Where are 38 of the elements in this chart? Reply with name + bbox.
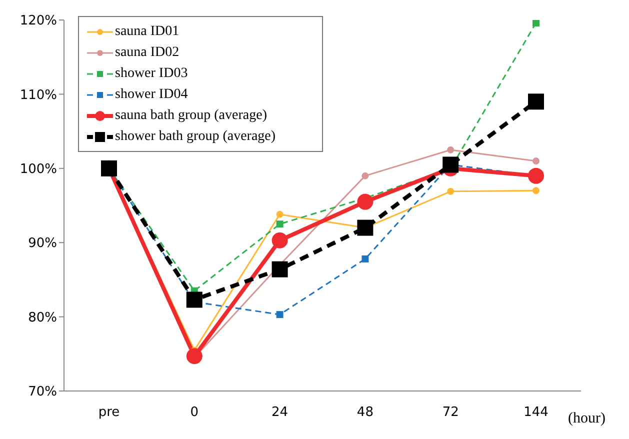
point — [357, 194, 374, 210]
point — [186, 348, 202, 364]
point — [362, 255, 369, 262]
legend-label: shower bath group (average) — [115, 128, 276, 144]
y-tick-label: 70% — [28, 384, 57, 400]
point — [532, 157, 540, 164]
legend-label: sauna ID02 — [115, 44, 180, 60]
legend-label: sauna ID01 — [115, 24, 180, 40]
point — [272, 232, 288, 248]
point — [528, 168, 544, 184]
point — [276, 210, 284, 218]
x-tick-label: 48 — [356, 405, 374, 420]
point — [272, 261, 288, 278]
y-tick-label: 80% — [28, 310, 57, 326]
y-tick-label: 100% — [20, 162, 57, 178]
x-tick-label: 0 — [190, 405, 199, 420]
legend-label: shower ID04 — [115, 86, 188, 102]
x-axis-title: (hour) — [568, 410, 606, 426]
x-tick-label: pre — [98, 405, 120, 420]
point — [447, 188, 454, 195]
point — [528, 94, 544, 110]
y-tick-label: 120% — [20, 14, 57, 29]
point — [532, 20, 540, 26]
point — [447, 146, 454, 154]
point — [362, 172, 369, 180]
legend-label: shower ID03 — [115, 66, 188, 82]
x-tick-label: 72 — [442, 405, 459, 420]
point — [532, 187, 540, 194]
x-tick-label: 144 — [524, 405, 548, 420]
point — [276, 311, 284, 318]
point — [357, 220, 374, 236]
point — [186, 292, 202, 308]
y-tick-label: 110% — [20, 88, 57, 103]
point — [276, 220, 284, 228]
y-tick-label: 90% — [28, 236, 57, 252]
x-tick-label: 24 — [272, 405, 288, 420]
point — [442, 156, 459, 173]
legend-label: sauna bath group (average) — [115, 108, 267, 124]
